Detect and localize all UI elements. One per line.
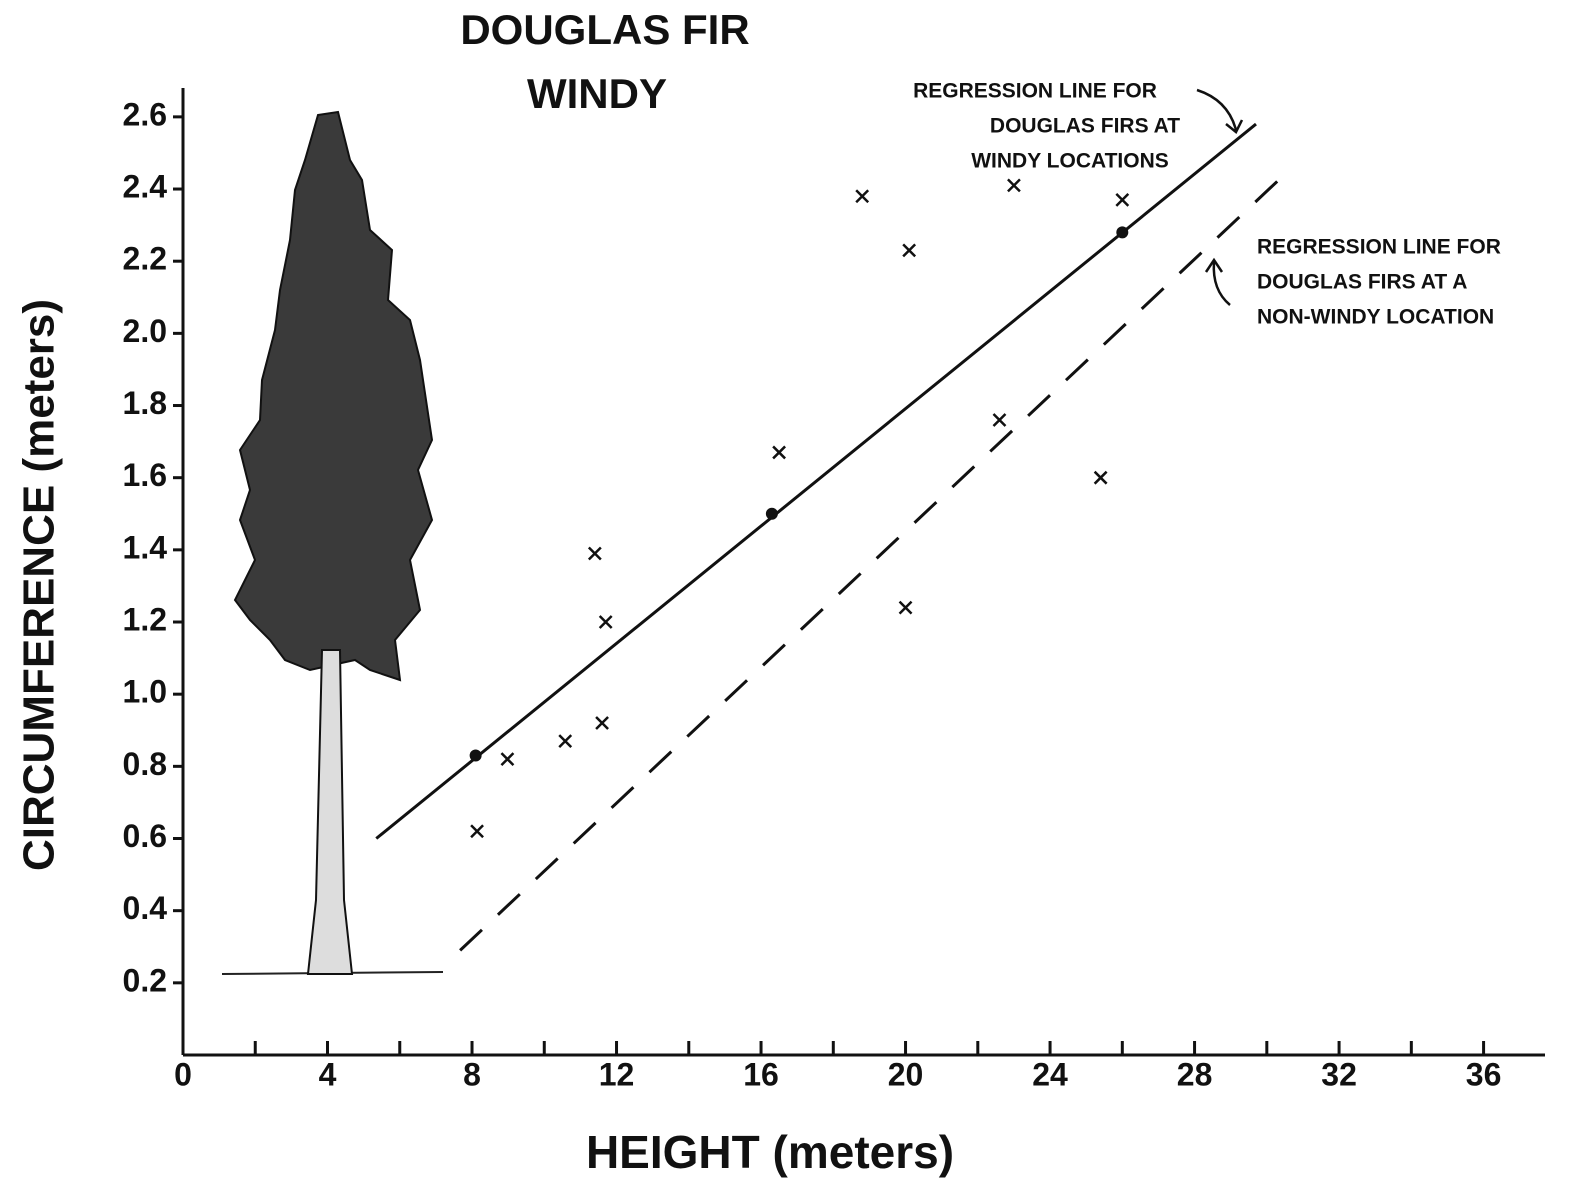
line-dot — [1116, 226, 1128, 238]
x-tick-label: 24 — [1032, 1056, 1068, 1092]
y-tick-label: 1.8 — [123, 385, 167, 421]
y-tick-label: 1.4 — [123, 529, 168, 565]
y-tick-label: 1.6 — [123, 457, 167, 493]
point — [559, 735, 571, 747]
y-axis-label: CIRCUMFERENCE (meters) — [15, 299, 64, 871]
point — [589, 547, 601, 559]
y-tick-label: 2.0 — [123, 313, 167, 349]
chart: DOUGLAS FIR WINDY HEIGHT (meters) CIRCUM… — [0, 0, 1586, 1194]
chart-title: WINDY — [527, 70, 667, 117]
point — [501, 753, 513, 765]
point — [993, 414, 1005, 426]
annotation: REGRESSION LINE FOR — [1257, 236, 1501, 259]
y-tick-label: 1.2 — [123, 601, 167, 637]
x-tick-label: 20 — [888, 1056, 924, 1092]
line-dot — [470, 750, 482, 762]
x-tick-label: 32 — [1321, 1056, 1357, 1092]
point — [471, 825, 483, 837]
point — [1095, 472, 1107, 484]
x-tick-label: 28 — [1177, 1056, 1213, 1092]
annotation: DOUGLAS FIRS AT A — [1257, 271, 1467, 294]
line-dot — [766, 508, 778, 520]
regression-line — [460, 167, 1292, 950]
x-tick-label: 0 — [174, 1056, 192, 1092]
x-tick-label: 4 — [319, 1056, 337, 1092]
y-tick-label: 0.8 — [123, 746, 167, 782]
point — [900, 602, 912, 614]
y-tick-label: 1.0 — [123, 674, 167, 710]
y-tick-label: 0.4 — [123, 890, 168, 926]
arrow — [1197, 90, 1236, 130]
y-tick-label: 2.4 — [123, 168, 168, 204]
point — [600, 616, 612, 628]
annotation: NON-WINDY LOCATION — [1257, 306, 1494, 329]
x-axis-label: HEIGHT (meters) — [586, 1126, 954, 1178]
annotation: DOUGLAS FIRS AT — [990, 115, 1180, 138]
point — [1116, 194, 1128, 206]
arrow — [1214, 262, 1230, 305]
y-tick-label: 2.6 — [123, 96, 167, 132]
point — [596, 717, 608, 729]
x-tick-label: 16 — [743, 1056, 779, 1092]
y-tick-label: 2.2 — [123, 241, 167, 277]
annotation: REGRESSION LINE FOR — [913, 80, 1157, 103]
annotation: WINDY LOCATIONS — [971, 150, 1169, 173]
y-tick-label: 0.2 — [123, 962, 167, 998]
point — [856, 190, 868, 202]
x-tick-label: 12 — [599, 1056, 635, 1092]
x-tick-label: 36 — [1466, 1056, 1502, 1092]
point — [773, 446, 785, 458]
point — [1008, 179, 1020, 191]
tree-illustration — [222, 112, 443, 974]
x-tick-label: 8 — [463, 1056, 481, 1092]
chart-title: DOUGLAS FIR — [460, 6, 749, 53]
point — [903, 244, 915, 256]
y-tick-label: 0.6 — [123, 818, 167, 854]
